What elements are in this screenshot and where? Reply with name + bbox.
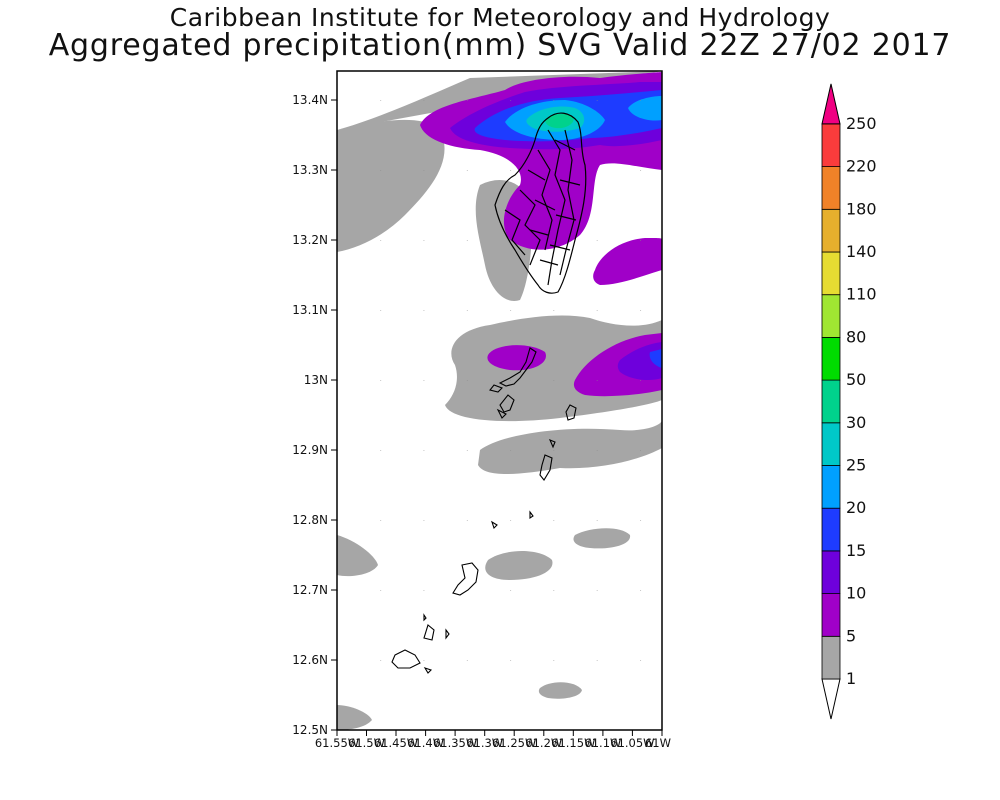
legend-level-label: 25 bbox=[846, 456, 866, 475]
lon-label: 61W bbox=[645, 736, 671, 750]
lat-label: 12.5N bbox=[292, 723, 328, 737]
legend-level-label: 50 bbox=[846, 370, 866, 389]
longitude-axis bbox=[336, 730, 663, 736]
lon-label: 61.5W bbox=[348, 736, 385, 750]
legend-max-arrow bbox=[821, 83, 841, 125]
lat-label: 13.4N bbox=[292, 93, 328, 107]
legend-level-label: 30 bbox=[846, 413, 866, 432]
legend-swatch bbox=[821, 422, 841, 466]
saint-vincent-island bbox=[494, 112, 587, 294]
lon-label: 61.4W bbox=[407, 736, 444, 750]
legend-level-label: 10 bbox=[846, 584, 866, 603]
map-plot-area bbox=[337, 71, 662, 730]
lon-label: 61.55W bbox=[315, 736, 359, 750]
org-title: Caribbean Institute for Meteorology and … bbox=[169, 3, 831, 32]
legend-swatch bbox=[821, 550, 841, 595]
latitude-labels: 13.4N 13.3N 13.2N 13.1N 13N 12.9N 12.8N … bbox=[292, 93, 328, 737]
lat-label: 12.8N bbox=[292, 513, 328, 527]
longitude-labels: 61.55W 61.5W 61.45W 61.4W 61.35W 61.3W 6… bbox=[315, 736, 671, 750]
legend-swatch bbox=[821, 336, 841, 381]
legend-swatch bbox=[821, 465, 841, 509]
lat-label: 13N bbox=[304, 373, 328, 387]
lon-label: 61.1W bbox=[584, 736, 621, 750]
lat-label: 13.3N bbox=[292, 163, 328, 177]
latitude-axis bbox=[331, 99, 337, 731]
legend-swatch bbox=[821, 507, 841, 552]
legend-level-label: 80 bbox=[846, 327, 866, 346]
lon-label: 61.35W bbox=[433, 736, 477, 750]
legend-level-label: 5 bbox=[846, 626, 856, 645]
grenadine-islands bbox=[391, 347, 577, 674]
legend-level-label: 250 bbox=[846, 114, 877, 133]
lon-label: 61.45W bbox=[374, 736, 418, 750]
plot-frame bbox=[336, 70, 663, 731]
legend-swatch bbox=[821, 593, 841, 637]
lat-label: 12.9N bbox=[292, 443, 328, 457]
legend-level-label: 110 bbox=[846, 285, 877, 304]
lat-label: 12.6N bbox=[292, 653, 328, 667]
lat-label: 12.7N bbox=[292, 583, 328, 597]
legend-level-label: 180 bbox=[846, 199, 877, 218]
legend-level-label: 20 bbox=[846, 498, 866, 517]
legend-level-label: 15 bbox=[846, 541, 866, 560]
legend-level-label: 220 bbox=[846, 157, 877, 176]
legend-swatch bbox=[821, 251, 841, 296]
lon-label: 61.3W bbox=[466, 736, 503, 750]
lon-label: 61.15W bbox=[551, 736, 595, 750]
legend-swatch bbox=[821, 166, 841, 210]
legend-swatch bbox=[821, 294, 841, 338]
legend-swatch bbox=[821, 379, 841, 424]
legend-swatch bbox=[821, 635, 841, 680]
lat-label: 13.2N bbox=[292, 233, 328, 247]
lon-label: 61.2W bbox=[525, 736, 562, 750]
lon-label: 61.25W bbox=[492, 736, 536, 750]
legend-level-label: 140 bbox=[846, 242, 877, 261]
legend-swatch bbox=[821, 123, 841, 168]
legend-level-label: 1 bbox=[846, 669, 856, 688]
legend-swatch bbox=[821, 208, 841, 253]
lat-label: 13.1N bbox=[292, 303, 328, 317]
legend-min-arrow bbox=[821, 678, 841, 720]
lon-label: 61.05W bbox=[610, 736, 654, 750]
map-title: Aggregated precipitation(mm) SVG Valid 2… bbox=[48, 28, 952, 63]
